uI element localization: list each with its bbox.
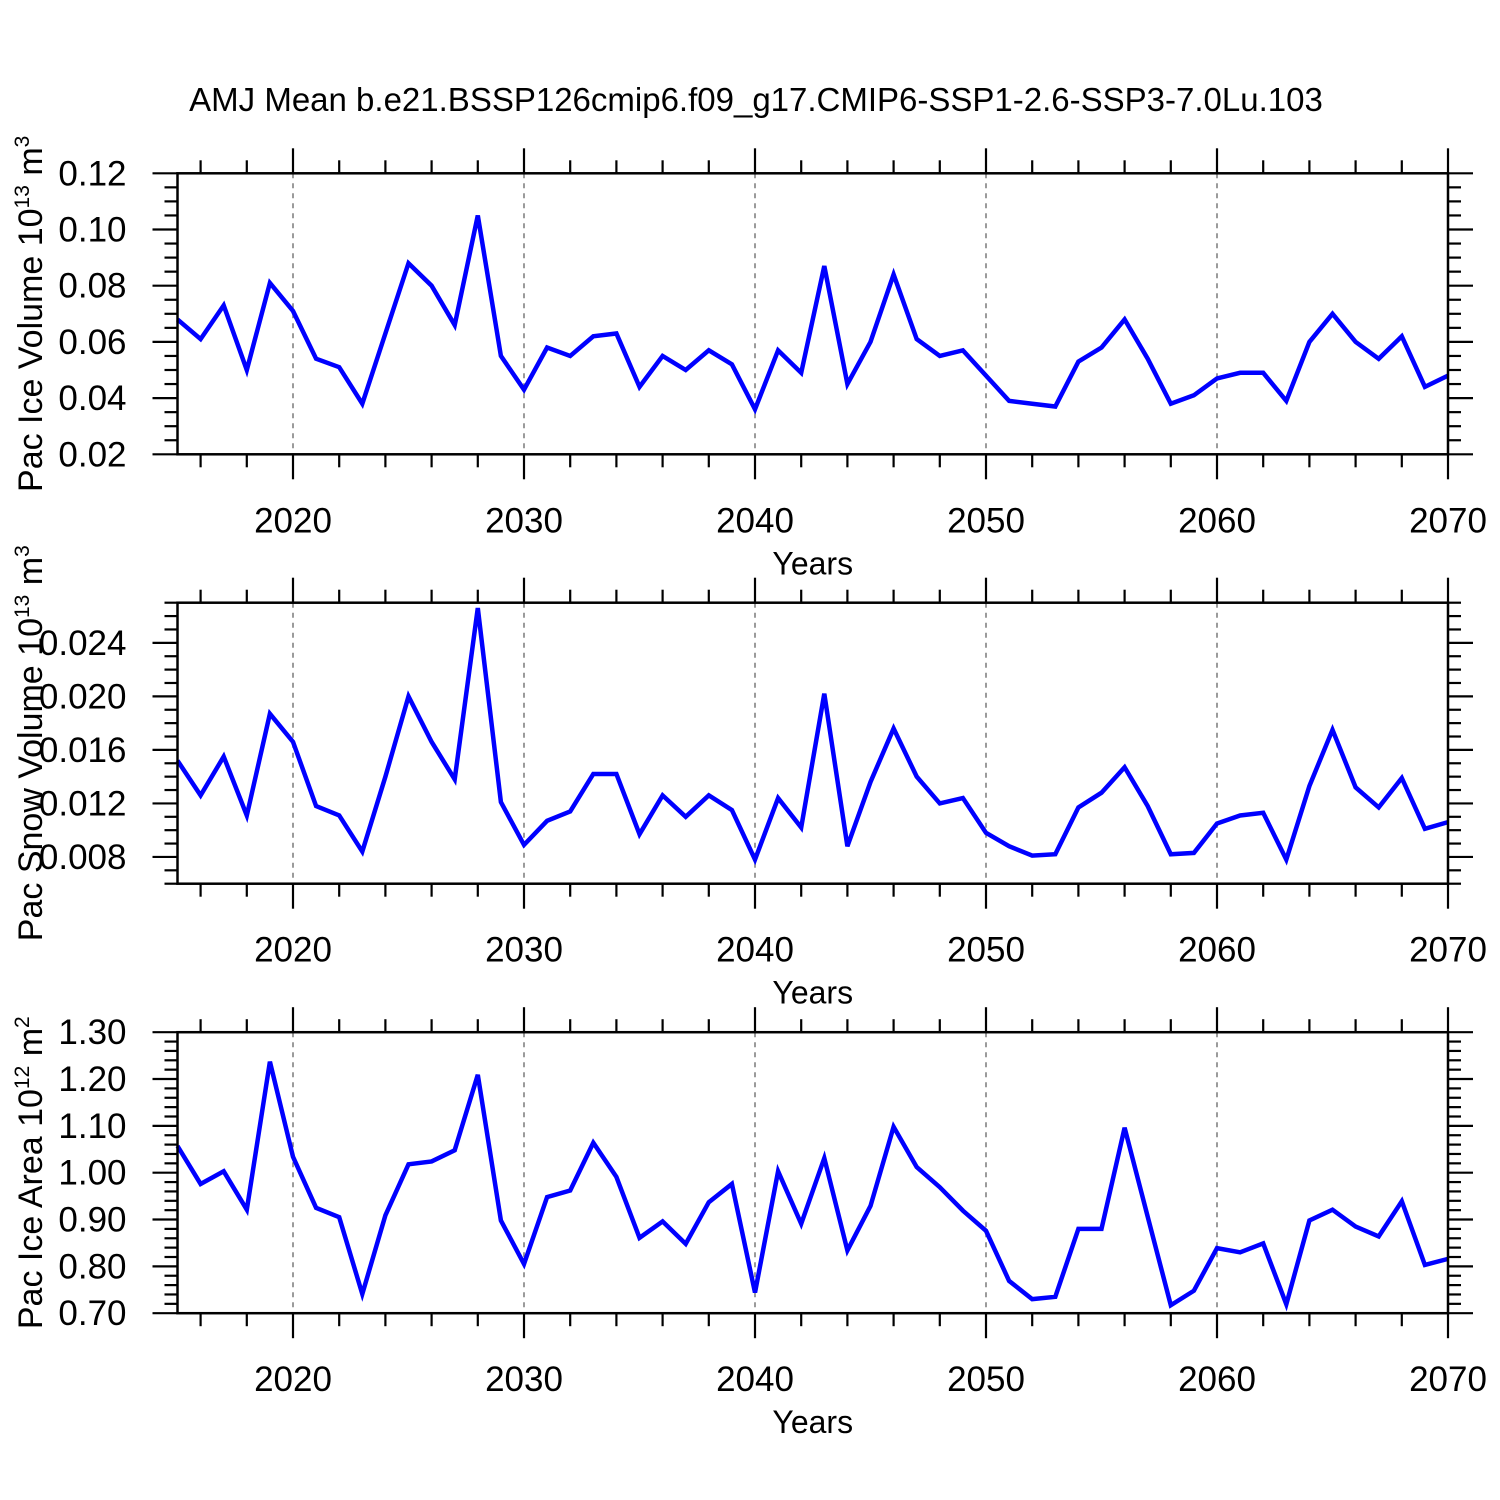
y-tick-label: 1.30 <box>58 1013 126 1052</box>
x-tick-label: 2070 <box>1409 1360 1487 1399</box>
series-line <box>175 1061 1449 1312</box>
x-axis-title: Years <box>772 545 853 581</box>
y-tick-label: 0.008 <box>39 838 127 877</box>
x-tick-label: 2050 <box>947 501 1025 540</box>
x-tick-label: 2040 <box>716 501 794 540</box>
y-tick-label: 0.020 <box>39 677 127 716</box>
series-line <box>176 214 1449 415</box>
x-tick-label: 2020 <box>254 501 332 540</box>
y-axis-title: Pac Ice Area 1012 m2 <box>11 1016 50 1329</box>
figure-title: AMJ Mean b.e21.BSSP126cmip6.f09_g17.CMIP… <box>189 81 1323 118</box>
x-tick-label: 2050 <box>947 931 1025 970</box>
y-tick-label: 0.024 <box>39 624 127 663</box>
y-tick-label: 0.02 <box>58 435 126 474</box>
series-line <box>175 607 1449 866</box>
x-tick-label: 2040 <box>716 931 794 970</box>
y-tick-label: 0.04 <box>58 379 126 418</box>
panel-pac-ice-area: 0.70 0.80 0.90 1.00 1.10 1.20 1.30 2020 2030 2040… <box>11 1007 1487 1440</box>
x-tick-label: 2040 <box>716 1360 794 1399</box>
y-tick-label: 0.90 <box>58 1201 126 1240</box>
x-tick-label: 2060 <box>1178 1360 1256 1399</box>
y-tick-label: 0.12 <box>58 154 126 193</box>
x-tick-label: 2030 <box>485 931 563 970</box>
y-tick-label: 1.00 <box>58 1154 126 1193</box>
x-axis-title: Years <box>772 1404 853 1440</box>
y-tick-label: 0.016 <box>39 731 127 770</box>
y-tick-label: 1.10 <box>58 1107 126 1146</box>
x-axis-title: Years <box>772 975 853 1011</box>
x-tick-label: 2050 <box>947 1360 1025 1399</box>
panels-group: 0.02 0.04 0.06 0.08 0.10 0.12 2020 2030 2040 2050… <box>11 136 1487 1441</box>
y-tick-label: 0.06 <box>58 323 126 362</box>
x-tick-label: 2060 <box>1178 931 1256 970</box>
y-axis-title: Pac Snow Volume 1013 m3 <box>11 545 50 941</box>
y-axis-title: Pac Ice Volume 1013 m3 <box>11 136 50 492</box>
x-tick-label: 2030 <box>485 1360 563 1399</box>
x-tick-label: 2020 <box>254 1360 332 1399</box>
panel-pac-snow-volume: 0.008 0.012 0.016 0.020 0.024 2020 2030 2040 205… <box>11 545 1487 1011</box>
y-tick-label: 0.80 <box>58 1247 126 1286</box>
x-tick-label: 2030 <box>485 501 563 540</box>
x-tick-label: 2060 <box>1178 501 1256 540</box>
y-tick-label: 0.012 <box>39 784 127 823</box>
y-tick-label: 0.70 <box>58 1294 126 1333</box>
y-tick-label: 0.08 <box>58 267 126 306</box>
panel-pac-ice-volume: 0.02 0.04 0.06 0.08 0.10 0.12 2020 2030 2040 2050… <box>11 136 1487 582</box>
x-tick-label: 2020 <box>254 931 332 970</box>
x-tick-label: 2070 <box>1409 931 1487 970</box>
panel-frame <box>176 601 1450 885</box>
y-tick-label: 0.10 <box>58 211 126 250</box>
y-tick-label: 1.20 <box>58 1060 126 1099</box>
x-tick-label: 2070 <box>1409 501 1487 540</box>
